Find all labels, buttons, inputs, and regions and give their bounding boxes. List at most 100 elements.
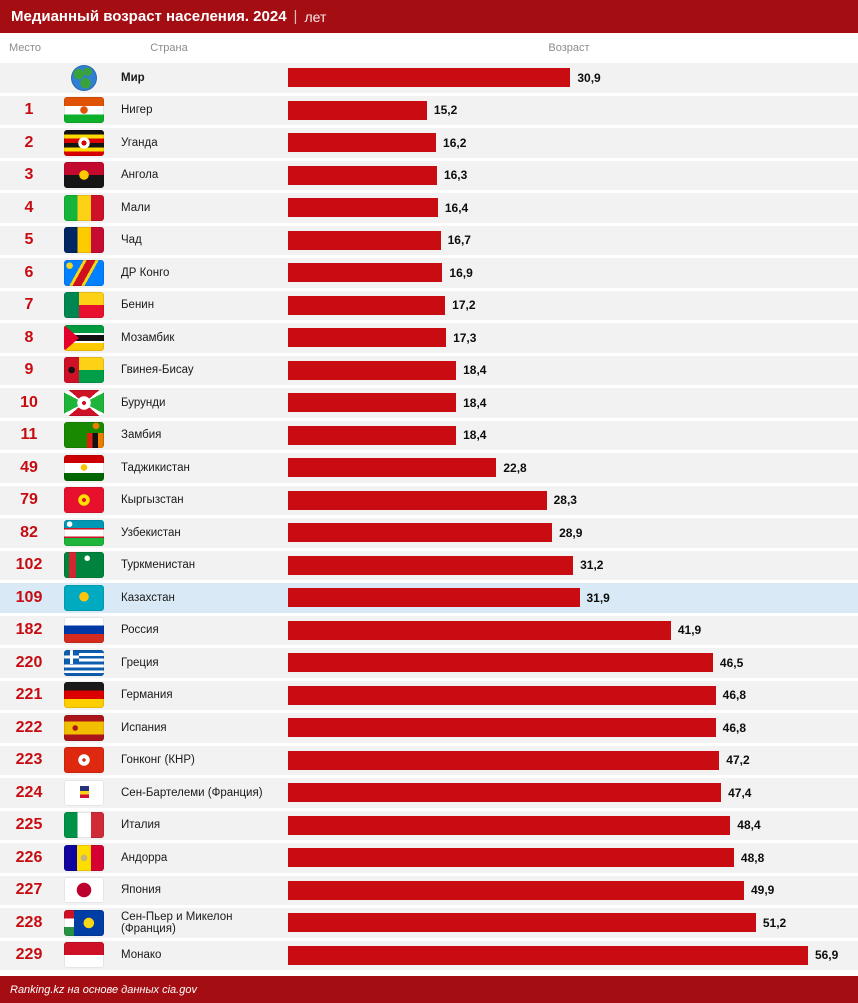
table-row: 223 Гонконг (КНР) 47,2: [0, 745, 858, 776]
value-bar: [288, 360, 457, 380]
flag-cell: [58, 877, 108, 904]
value-bar: [288, 165, 437, 185]
rank-cell: 221: [15, 686, 43, 704]
value-bar: [288, 880, 744, 900]
bar-cell: 22,8: [280, 453, 858, 483]
turkmenistan-flag-icon: [64, 552, 104, 579]
hongkong-flag-icon: [64, 747, 104, 774]
country-label: Греция: [121, 656, 159, 669]
rank-cell: 8: [24, 328, 34, 346]
value-label: 18,4: [463, 428, 487, 443]
benin-flag-icon: [64, 292, 104, 319]
flag-cell: [58, 422, 108, 449]
page-title: Медианный возраст населения. 2024: [11, 8, 287, 25]
value-bar: [288, 685, 716, 705]
bar-cell: 48,8: [280, 843, 858, 873]
flag-cell: [58, 617, 108, 644]
bar-cell: 47,4: [280, 778, 858, 808]
value-bar: [288, 198, 438, 218]
value-bar: [288, 295, 446, 315]
table-row: 3 Ангола 16,3: [0, 160, 858, 190]
value-bar: [288, 848, 734, 868]
table-row: 5 Чад 16,7: [0, 225, 858, 256]
value-label: 46,5: [719, 655, 744, 670]
bar-cell: 47,2: [280, 746, 858, 776]
value-label: 22,8: [503, 460, 527, 475]
value-label: 28,3: [553, 493, 577, 508]
rank-cell: 109: [15, 588, 43, 606]
bar-cell: 16,9: [280, 258, 858, 288]
flag-cell: [58, 812, 108, 839]
mozambique-flag-icon: [64, 324, 104, 351]
value-label: 48,8: [740, 850, 765, 865]
country-label: Чад: [121, 234, 142, 247]
country-label: Нигер: [121, 104, 153, 117]
bar-cell: 30,9: [280, 63, 858, 93]
bar-cell: 15,2: [280, 96, 858, 126]
value-bar: [288, 425, 457, 445]
bar-cell: 17,3: [280, 323, 858, 353]
japan-flag-icon: [64, 877, 104, 904]
bar-cell: 41,9: [280, 616, 858, 646]
germany-flag-icon: [64, 682, 104, 709]
uganda-flag-icon: [64, 129, 104, 156]
country-label: Россия: [121, 624, 159, 637]
rank-cell: 228: [15, 913, 43, 931]
value-label: 18,4: [463, 363, 487, 378]
table-row: 11 Замбия 18,4: [0, 420, 858, 450]
rank-cell: 220: [15, 653, 43, 671]
bar-cell: 28,3: [280, 486, 858, 516]
country-label: ДР Конго: [121, 266, 170, 279]
rank-cell: 227: [15, 881, 43, 899]
flag-cell: [58, 682, 108, 709]
bar-cell: 31,9: [280, 583, 858, 613]
bar-cell: 18,4: [280, 356, 858, 386]
value-bar: [288, 230, 441, 250]
table-row: 79 Кыргызстан 28,3: [0, 485, 858, 516]
rank-cell: 4: [24, 198, 34, 216]
bar-cell: 17,2: [280, 291, 858, 321]
rank-cell: 224: [15, 783, 43, 801]
guineabissau-flag-icon: [64, 357, 104, 384]
column-headers: Место Страна Возраст: [0, 33, 858, 63]
title-separator: |: [293, 8, 298, 25]
value-bar: [288, 490, 547, 510]
value-label: 16,4: [444, 200, 469, 215]
table-row: 224 Сен-Бартелеми (Франция) 47,4: [0, 778, 858, 808]
rank-cell: 6: [24, 263, 34, 281]
value-label: 28,9: [559, 525, 583, 540]
flag-cell: [58, 227, 108, 254]
table-row: 1 Нигер 15,2: [0, 95, 858, 126]
bar-cell: 31,2: [280, 551, 858, 581]
rank-cell: 229: [15, 946, 43, 964]
value-label: 16,2: [443, 135, 467, 150]
rank-cell: 82: [20, 523, 38, 541]
value-bar: [288, 945, 808, 965]
rank-cell: 226: [15, 848, 43, 866]
bar-cell: 16,7: [280, 226, 858, 256]
table-row: 82 Узбекистан 28,9: [0, 518, 858, 548]
flag-cell: [58, 552, 108, 579]
table-row: 10 Бурунди 18,4: [0, 388, 858, 418]
flag-cell: [58, 454, 108, 481]
flag-cell: [58, 942, 108, 969]
value-label: 47,2: [726, 753, 750, 768]
uzbekistan-flag-icon: [64, 519, 104, 546]
value-label: 49,9: [750, 883, 775, 898]
country-label: Мали: [121, 201, 151, 214]
rank-cell: 11: [20, 426, 38, 444]
greece-flag-icon: [64, 649, 104, 676]
niger-flag-icon: [64, 97, 104, 124]
value-label: 47,4: [728, 785, 752, 800]
monaco-flag-icon: [64, 942, 104, 969]
bar-cell: 51,2: [280, 908, 858, 938]
country-label: Ангола: [121, 169, 159, 182]
flag-cell: [58, 97, 108, 124]
value-bar: [288, 458, 497, 478]
value-label: 15,2: [433, 103, 458, 118]
value-label: 16,9: [449, 265, 473, 280]
table-row: 229 Монако 56,9: [0, 940, 858, 970]
andorra-flag-icon: [64, 844, 104, 871]
table-row: 49 Таджикистан 22,8: [0, 453, 858, 483]
country-label: Германия: [121, 689, 173, 702]
